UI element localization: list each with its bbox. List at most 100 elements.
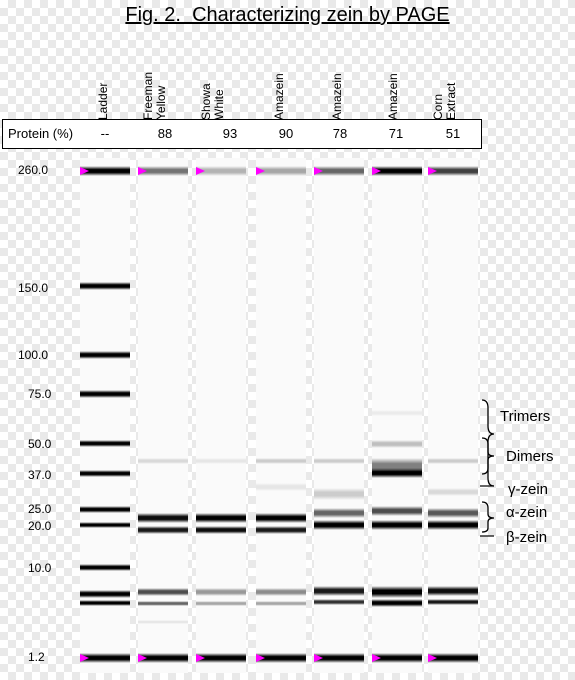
ladder-size-label: 150.0 xyxy=(18,281,49,295)
gel-band xyxy=(372,410,422,416)
gel-band xyxy=(372,440,422,448)
gel-band xyxy=(80,282,130,290)
marker-arrow-icon xyxy=(372,167,381,175)
gel-lane-amazein-90 xyxy=(256,158,306,673)
gel-band xyxy=(314,166,364,176)
gel-lane-ladder xyxy=(80,158,130,673)
gel-lane-amazein-71 xyxy=(372,158,422,673)
gel-band xyxy=(196,653,246,663)
gel-band xyxy=(372,599,422,607)
gel-band xyxy=(256,526,306,534)
gel-band xyxy=(372,586,422,598)
marker-arrow-icon xyxy=(196,654,205,662)
gel-band xyxy=(138,526,188,534)
gel-band xyxy=(256,166,306,176)
marker-arrow-icon xyxy=(80,167,89,175)
gel-band xyxy=(196,588,246,596)
gel-band xyxy=(372,520,422,530)
marker-arrow-icon xyxy=(372,654,381,662)
marker-arrow-icon xyxy=(138,167,147,175)
lane-label-showa-white: Showa White xyxy=(199,83,226,120)
protein-value-freeman-yellow: 88 xyxy=(157,126,173,141)
gel-band xyxy=(372,506,422,516)
ladder-size-label: 1.2 xyxy=(28,650,45,664)
gel-band xyxy=(314,458,364,464)
lane-label-amazein-78: Amazein xyxy=(330,73,344,120)
gel-band xyxy=(196,458,246,464)
gel-band xyxy=(80,522,130,528)
gel-lane-amazein-78 xyxy=(314,158,364,673)
gel-band xyxy=(138,601,188,606)
gel-lane-showa-white xyxy=(196,158,246,673)
protein-value-amazein-71: 71 xyxy=(388,126,404,141)
gel-band xyxy=(138,620,188,624)
gel-band xyxy=(314,488,364,500)
ladder-size-label: 37.0 xyxy=(28,468,52,482)
lane-label-amazein-71: Amazein xyxy=(386,73,400,120)
ladder-size-label: 75.0 xyxy=(28,387,52,401)
marker-arrow-icon xyxy=(80,654,89,662)
gel-band xyxy=(80,390,130,398)
ladder-size-label: 10.0 xyxy=(28,561,52,575)
gel-band xyxy=(80,470,130,477)
gel-lane-freeman-yellow xyxy=(138,158,188,673)
ladder-size-label: 260.0 xyxy=(18,163,49,177)
gel-band xyxy=(256,653,306,663)
gel-band xyxy=(428,166,478,176)
gel-band xyxy=(428,488,478,496)
gel-band xyxy=(256,601,306,606)
gel-band xyxy=(372,166,422,176)
ladder-size-label: 100.0 xyxy=(18,348,49,362)
ladder-size-label: 20.0 xyxy=(28,519,52,533)
gel-band xyxy=(256,588,306,596)
gel-band xyxy=(80,600,130,606)
marker-arrow-icon xyxy=(314,167,323,175)
dimers-brace xyxy=(481,437,495,475)
gel-band xyxy=(428,653,478,663)
lane-label-amazein-90: Amazein xyxy=(272,73,286,120)
gel-band xyxy=(314,653,364,663)
gel-band xyxy=(314,586,364,596)
protein-value-corn-extract: 51 xyxy=(445,126,461,141)
gel-lane-corn-extract xyxy=(428,158,478,673)
marker-arrow-icon xyxy=(256,167,265,175)
gel-band xyxy=(256,483,306,491)
gel-band xyxy=(138,513,188,523)
gel-band xyxy=(428,599,478,605)
protein-label: Protein (%) xyxy=(8,126,74,141)
trimers-label: Trimers xyxy=(500,408,551,425)
gel-band xyxy=(372,653,422,663)
gel-band xyxy=(428,458,478,464)
gamma-zein-label: γ-zein xyxy=(508,481,549,498)
gel-band xyxy=(256,513,306,523)
gel-band xyxy=(314,508,364,518)
beta-zein-label: β-zein xyxy=(506,529,548,546)
lane-label-freeman-yellow: Freeman Yellow xyxy=(141,71,168,120)
marker-arrow-icon xyxy=(428,654,437,662)
gel-band xyxy=(372,468,422,478)
gel-band xyxy=(138,653,188,663)
gel-band xyxy=(80,440,130,447)
lane-label-corn-extract: Corn Extract xyxy=(431,82,458,120)
gel-band xyxy=(80,506,130,513)
gel-band xyxy=(196,526,246,534)
gel-band xyxy=(196,513,246,523)
gel-band xyxy=(428,586,478,596)
ladder-size-label: 50.0 xyxy=(28,437,52,451)
gel-band xyxy=(196,601,246,606)
protein-value-ladder: -- xyxy=(100,126,110,141)
gel-band xyxy=(314,599,364,605)
protein-row xyxy=(2,119,482,149)
ladder-size-label: 25.0 xyxy=(28,502,52,516)
marker-arrow-icon xyxy=(314,654,323,662)
gel-band xyxy=(138,458,188,464)
dimers-label: Dimers xyxy=(506,448,554,465)
protein-value-amazein-78: 78 xyxy=(332,126,348,141)
alpha-zein-label: α-zein xyxy=(506,504,548,521)
protein-value-amazein-90: 90 xyxy=(278,126,294,141)
gel-band xyxy=(196,166,246,176)
marker-arrow-icon xyxy=(196,167,205,175)
figure-title: Fig. 2. Characterizing zein by PAGE xyxy=(125,4,450,26)
gel-band xyxy=(256,458,306,464)
gel-band xyxy=(80,351,130,359)
